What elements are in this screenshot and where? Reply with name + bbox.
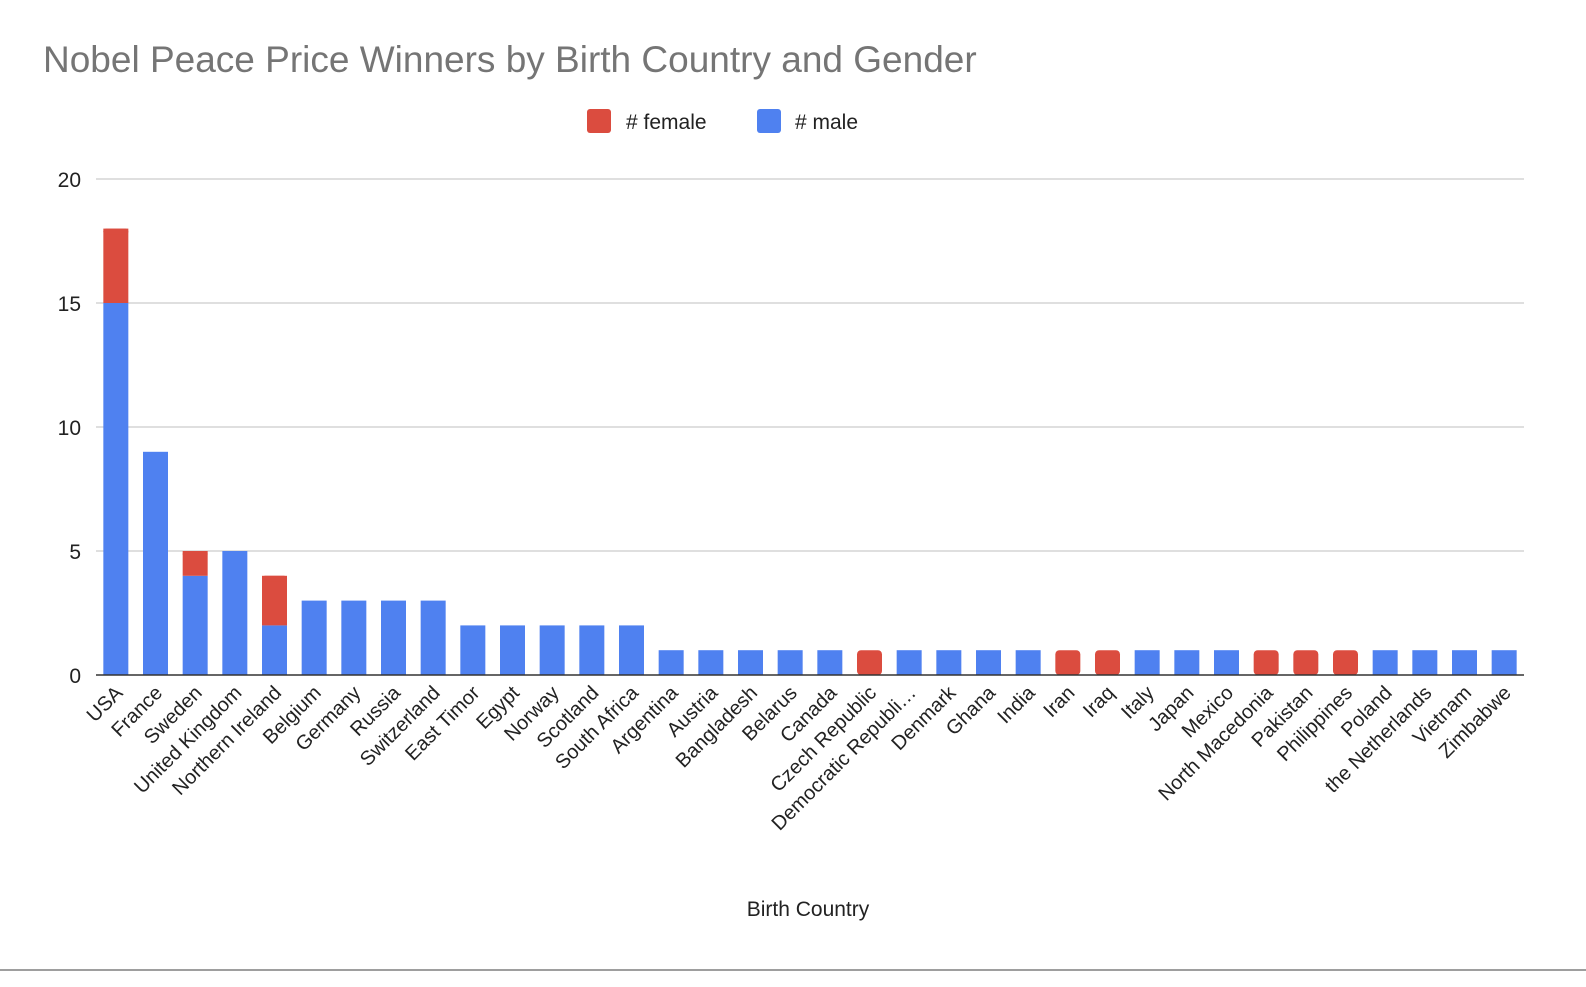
bar-male — [262, 625, 287, 675]
y-tick-label: 15 — [58, 293, 81, 316]
bar-male — [698, 650, 724, 675]
bar-female — [262, 575, 287, 626]
bar-female — [1095, 650, 1120, 675]
bar-male — [301, 600, 327, 675]
bar-male — [1174, 650, 1200, 675]
bar-female-cap — [103, 228, 129, 235]
bottom-divider — [0, 969, 1586, 971]
bar-male — [1214, 650, 1239, 675]
bar-male — [143, 451, 168, 675]
y-axis: 0 5 10 15 20 — [58, 169, 81, 688]
bar-male — [539, 625, 565, 675]
bar-male — [936, 650, 962, 675]
bar-male — [420, 600, 446, 675]
bar-male — [381, 600, 406, 675]
bar-male — [1372, 650, 1398, 675]
x-tick-label: Iraq — [1079, 682, 1119, 722]
bar-female-cap — [182, 551, 208, 557]
legend-label: # female — [626, 111, 707, 134]
chart-title: Nobel Peace Price Winners by Birth Count… — [43, 39, 977, 80]
bar-male — [896, 650, 922, 675]
legend-label: # male — [795, 111, 858, 134]
x-tick-label: Iran — [1039, 682, 1079, 722]
gridlines — [96, 178, 1524, 552]
bar-female — [1055, 650, 1081, 675]
bar-female — [1293, 650, 1319, 675]
bar-male — [777, 650, 803, 675]
bar-male — [460, 625, 486, 675]
x-tick-label: India — [993, 681, 1040, 728]
bar-male — [500, 625, 525, 675]
x-axis-label: Birth Country — [747, 898, 870, 921]
bar-female — [103, 228, 129, 303]
bar-male — [738, 650, 763, 675]
bar-male — [1412, 650, 1438, 675]
bar-male — [976, 650, 1001, 675]
bars — [103, 228, 1517, 675]
bar-male — [103, 303, 129, 675]
bar-male — [182, 575, 208, 675]
bar-female-cap — [262, 575, 287, 582]
y-tick-label: 20 — [58, 169, 81, 192]
legend: # female # male — [587, 109, 858, 134]
bar-male — [579, 625, 605, 675]
bar-male — [1134, 650, 1160, 675]
y-tick-label: 5 — [69, 541, 81, 564]
legend-swatch — [587, 109, 611, 133]
bar-male — [222, 551, 248, 675]
bar-male — [341, 600, 367, 675]
bar-female — [857, 650, 882, 675]
bar-male — [1491, 650, 1517, 675]
y-tick-label: 0 — [69, 665, 81, 688]
bar-male — [658, 650, 684, 675]
legend-swatch — [757, 109, 781, 133]
bar-male — [817, 650, 843, 675]
bar-female — [1333, 650, 1358, 675]
bar-male — [1015, 650, 1041, 675]
bar-male — [1452, 650, 1477, 675]
y-tick-label: 10 — [58, 417, 81, 440]
bar-male — [619, 625, 644, 675]
bar-female — [1253, 650, 1279, 675]
